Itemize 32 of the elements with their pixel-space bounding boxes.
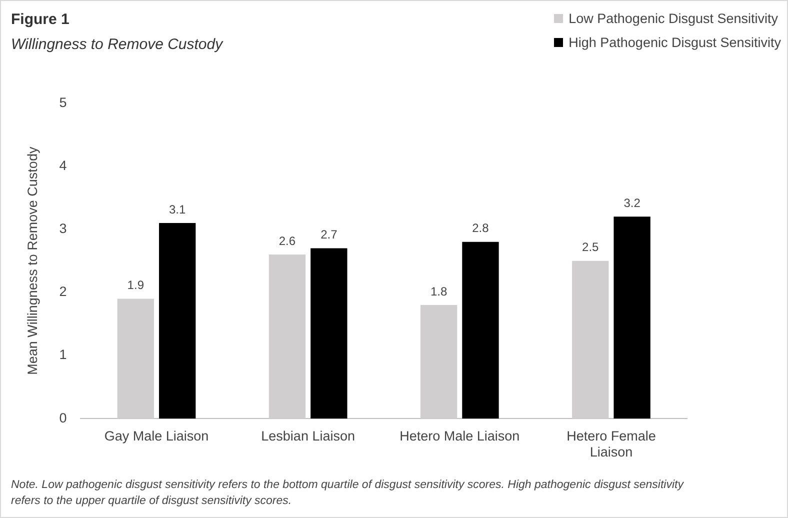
bar [614,216,650,419]
y-tick-label: 5 [59,94,67,110]
data-label: 2.6 [278,234,296,248]
data-label: 3.2 [624,196,641,210]
data-label: 2.5 [582,240,600,254]
x-tick-label: Gay Male Liaison [104,428,209,444]
chart-subtitle: Willingness to Remove Custody [11,36,223,53]
bar [420,305,458,419]
bar [268,254,306,419]
y-axis-title: Mean Willingness to Remove Custody [24,146,40,375]
y-tick-label: 1 [59,347,67,362]
bar [117,298,154,419]
bar [572,260,609,419]
y-tick-label: 0 [59,410,67,426]
y-tick-label: 2 [59,284,67,300]
bar [310,248,348,419]
data-label: 1.9 [127,278,144,292]
y-tick-label: 3 [59,221,67,236]
legend-label: Low Pathogenic Disgust Sensitivity [568,11,778,26]
x-tick-label: Hetero Female Liaison [566,428,656,460]
bar [158,222,196,419]
x-tick-label: Hetero Male Liaison [400,428,520,444]
data-label: 2.8 [472,221,490,236]
x-tick-label: Lesbian Liaison [261,428,355,444]
text: Note. Low pathogenic disgust sensitivity refers to the bottom quartile of disgust sensitivity scores. High pathogenic disgust sensitivity refers to the upper quartile of disgust sensitivity scores. [11,478,685,509]
data-label: 1.8 [430,284,448,298]
legend-label: High Pathogenic Disgust Sensitivity [568,35,781,50]
data-label: 3.1 [168,202,186,216]
bar [462,242,499,419]
y-tick-label: 4 [59,158,68,173]
data-label: 2.7 [320,228,338,242]
chart-title: Figure 1 [11,11,70,28]
